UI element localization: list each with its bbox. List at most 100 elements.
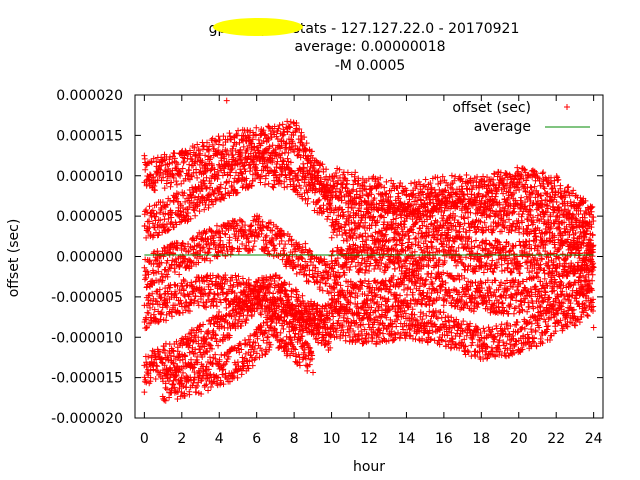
offset-point bbox=[519, 219, 526, 226]
offset-point bbox=[216, 137, 223, 144]
offset-point bbox=[210, 201, 217, 208]
offset-point bbox=[161, 250, 168, 257]
offset-point bbox=[408, 180, 415, 187]
offset-point bbox=[188, 173, 195, 180]
offset-point bbox=[171, 150, 178, 157]
x-axis-label: hour bbox=[353, 459, 385, 475]
offset-point bbox=[317, 204, 324, 211]
offset-point bbox=[155, 268, 162, 275]
offset-point bbox=[161, 245, 168, 252]
offset-point bbox=[395, 190, 402, 197]
offset-point bbox=[175, 191, 182, 198]
offset-point bbox=[382, 231, 389, 238]
offset-point bbox=[213, 338, 220, 345]
offset-point bbox=[285, 123, 292, 130]
offset-point bbox=[160, 174, 167, 181]
offset-point bbox=[222, 191, 229, 198]
offset-point bbox=[160, 224, 167, 231]
offset-point bbox=[151, 183, 158, 190]
offset-point bbox=[242, 350, 249, 357]
offset-point bbox=[383, 178, 390, 185]
offset-point bbox=[246, 168, 253, 175]
offset-point bbox=[161, 185, 168, 192]
offset-point bbox=[579, 223, 586, 230]
offset-point bbox=[257, 156, 264, 163]
offset-point bbox=[317, 174, 324, 181]
offset-point bbox=[286, 176, 293, 183]
offset-point bbox=[448, 172, 455, 179]
offset-point bbox=[202, 161, 209, 168]
offset-point bbox=[274, 158, 281, 165]
offset-point bbox=[422, 176, 429, 183]
offset-point bbox=[158, 177, 165, 184]
offset-point bbox=[189, 173, 196, 180]
offset-point bbox=[177, 208, 184, 215]
offset-point bbox=[141, 222, 148, 229]
offset-point bbox=[291, 186, 298, 193]
offset-point bbox=[222, 185, 229, 192]
offset-point bbox=[225, 189, 232, 196]
offset-point bbox=[236, 139, 243, 146]
offset-point bbox=[141, 264, 148, 271]
offset-point bbox=[142, 272, 149, 279]
offset-point bbox=[187, 151, 194, 158]
offset-point bbox=[287, 181, 294, 188]
offset-point bbox=[186, 167, 193, 174]
offset-point bbox=[316, 196, 323, 203]
offset-point bbox=[285, 149, 292, 156]
offset-point bbox=[173, 221, 180, 228]
offset-point bbox=[239, 136, 246, 143]
offset-point bbox=[283, 139, 290, 146]
offset-point bbox=[250, 152, 257, 159]
offset-point bbox=[271, 168, 278, 175]
offset-point bbox=[166, 249, 173, 256]
offset-point bbox=[154, 176, 161, 183]
offset-point bbox=[214, 290, 221, 297]
offset-point bbox=[302, 196, 309, 203]
offset-point bbox=[235, 127, 242, 134]
offset-point bbox=[211, 166, 218, 173]
offset-point bbox=[240, 163, 247, 170]
offset-point bbox=[214, 168, 221, 175]
offset-point bbox=[223, 151, 230, 158]
offset-point bbox=[312, 186, 319, 193]
offset-point bbox=[305, 277, 312, 284]
offset-point bbox=[156, 172, 163, 179]
offset-point bbox=[287, 118, 294, 125]
offset-point bbox=[144, 209, 151, 216]
offset-point bbox=[299, 292, 306, 299]
offset-point bbox=[205, 201, 212, 208]
offset-point bbox=[245, 184, 252, 191]
offset-point bbox=[287, 159, 294, 166]
offset-point bbox=[218, 191, 225, 198]
offset-point bbox=[322, 184, 329, 191]
offset-point bbox=[518, 194, 525, 201]
offset-point bbox=[271, 123, 278, 130]
offset-point bbox=[310, 369, 317, 376]
offset-point bbox=[144, 160, 151, 167]
offset-point bbox=[156, 159, 163, 166]
offset-point bbox=[315, 197, 322, 204]
offset-point bbox=[299, 141, 306, 148]
offset-point bbox=[179, 283, 186, 290]
offset-point bbox=[143, 234, 150, 241]
offset-point bbox=[212, 137, 219, 144]
offset-point bbox=[362, 267, 369, 274]
offset-point bbox=[207, 154, 214, 161]
offset-point bbox=[186, 176, 193, 183]
offset-point bbox=[238, 156, 245, 163]
offset-point bbox=[260, 127, 267, 134]
offset-point bbox=[249, 362, 256, 369]
offset-point bbox=[243, 159, 250, 166]
offset-point bbox=[269, 155, 276, 162]
offset-point bbox=[249, 136, 256, 143]
offset-point bbox=[207, 303, 214, 310]
offset-point bbox=[195, 184, 202, 191]
offset-point bbox=[146, 203, 153, 210]
offset-point bbox=[154, 248, 161, 255]
offset-point bbox=[251, 143, 258, 150]
offset-point bbox=[291, 148, 298, 155]
offset-point bbox=[159, 199, 166, 206]
offset-point bbox=[149, 207, 156, 214]
offset-point bbox=[273, 164, 280, 171]
